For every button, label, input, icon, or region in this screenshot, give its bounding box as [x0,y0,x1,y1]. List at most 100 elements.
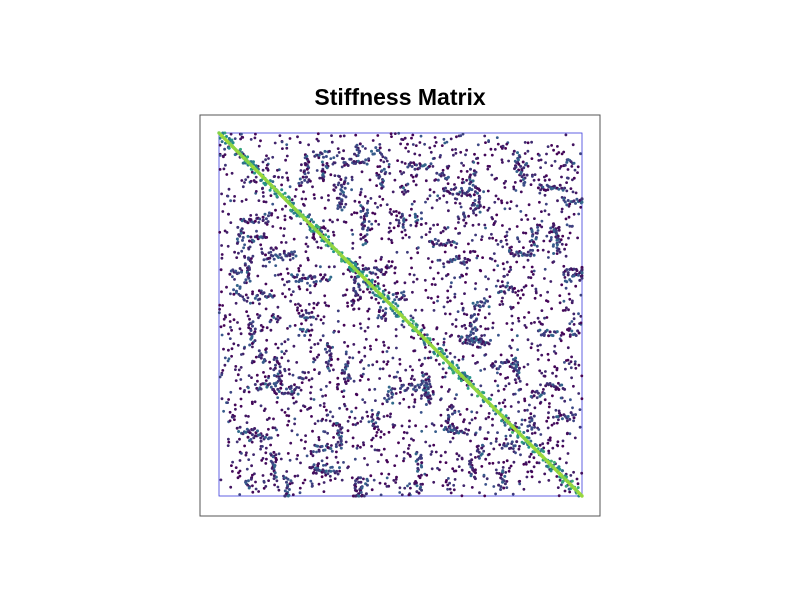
matrix-entry [257,289,261,293]
matrix-entry [493,259,497,263]
matrix-entry [343,341,346,344]
matrix-entry [384,270,388,274]
matrix-entry [371,363,375,367]
matrix-entry [364,241,368,245]
matrix-entry [407,405,411,409]
matrix-entry [556,440,560,444]
matrix-entry [506,273,509,277]
matrix-entry [366,211,370,215]
matrix-entry [572,416,576,420]
matrix-entry [375,171,379,175]
band-entry [357,275,360,279]
band-entry [457,366,460,370]
band-entry [560,469,564,473]
matrix-entry [366,228,369,232]
matrix-entry [386,394,390,398]
matrix-entry [276,485,280,489]
matrix-entry [385,476,389,480]
matrix-entry [498,401,501,405]
matrix-entry [288,372,291,376]
matrix-entry [450,260,454,263]
matrix-entry [523,316,526,319]
matrix-entry [463,323,466,327]
matrix-entry [464,281,467,284]
matrix-entry [378,143,382,146]
matrix-entry [353,486,357,490]
matrix-entry [579,293,583,297]
matrix-entry [297,269,301,273]
matrix-entry [267,479,270,482]
band-entry [292,211,296,215]
matrix-entry [393,281,397,285]
matrix-entry [535,396,539,400]
matrix-entry [464,327,468,330]
matrix-entry [578,425,582,429]
matrix-entry [403,486,407,490]
matrix-entry [253,219,257,223]
matrix-entry [294,188,298,191]
matrix-entry [264,350,268,354]
matrix-entry [543,209,547,213]
matrix-entry [407,235,411,239]
band-entry [239,147,242,151]
matrix-entry [468,182,472,186]
matrix-entry [548,436,552,440]
matrix-entry [543,267,547,271]
matrix-entry [439,154,442,157]
matrix-entry [440,424,443,428]
matrix-entry [465,407,469,411]
matrix-entry [253,296,257,300]
matrix-entry [442,262,445,265]
matrix-entry [477,223,481,226]
matrix-entry [529,252,533,256]
matrix-entry [360,223,364,226]
matrix-entry [527,203,531,207]
matrix-entry [357,480,361,484]
matrix-entry [231,470,234,473]
matrix-entry [234,365,238,368]
matrix-entry [299,169,303,172]
band-entry [223,131,227,135]
matrix-entry [522,365,526,369]
matrix-entry [269,194,273,198]
matrix-entry [350,175,354,179]
matrix-entry [327,278,331,282]
matrix-entry [230,171,234,175]
matrix-entry [523,141,527,144]
matrix-entry [258,433,262,437]
band-entry [445,355,449,359]
matrix-entry [410,437,413,441]
matrix-entry [308,284,312,288]
matrix-entry [538,369,542,373]
matrix-entry [420,217,423,221]
matrix-entry [446,289,450,293]
matrix-entry [495,437,498,441]
matrix-entry [264,236,267,239]
matrix-entry [243,281,247,285]
matrix-entry [536,229,540,232]
matrix-entry [429,356,433,360]
matrix-entry [412,349,416,353]
matrix-entry [399,387,402,390]
matrix-entry [424,346,427,349]
matrix-entry [240,132,243,136]
matrix-entry [408,272,412,276]
matrix-entry [268,320,272,324]
matrix-entry [484,141,487,145]
matrix-entry [524,163,527,167]
matrix-entry [252,331,256,335]
matrix-entry [312,306,316,310]
matrix-entry [449,188,453,191]
matrix-entry [357,285,361,289]
matrix-entry [220,397,224,401]
matrix-entry [457,192,461,196]
matrix-entry [285,143,289,147]
matrix-entry [271,225,275,228]
matrix-entry [526,164,530,168]
matrix-entry [260,247,263,251]
matrix-entry [323,149,327,153]
matrix-entry [389,388,393,392]
matrix-entry [383,172,387,176]
matrix-entry [430,467,434,471]
matrix-entry [254,480,257,484]
